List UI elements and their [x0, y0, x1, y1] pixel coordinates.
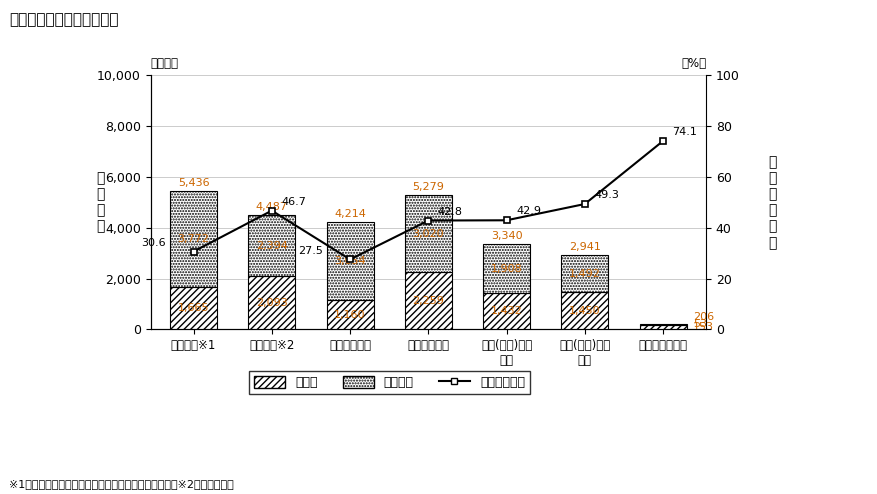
Text: 27.5: 27.5 — [298, 246, 323, 255]
Text: ※1土地を購入した新築世帯（土地購入資金も含む）　※2建て替え世帯: ※1土地を購入した新築世帯（土地購入資金も含む） ※2建て替え世帯 — [9, 479, 233, 489]
Text: 2,259: 2,259 — [412, 295, 445, 306]
Bar — [248, 276, 296, 329]
Y-axis label: 自
己
資
金
比
率: 自 己 資 金 比 率 — [768, 155, 777, 250]
Text: 2,941: 2,941 — [569, 242, 601, 251]
Text: 30.6: 30.6 — [141, 238, 166, 247]
Bar — [170, 287, 217, 329]
Bar — [561, 254, 609, 292]
Bar — [639, 324, 687, 326]
Y-axis label: 購
入
資
金: 購 入 資 金 — [96, 171, 104, 234]
Text: 3,054: 3,054 — [334, 256, 366, 266]
Text: 74.1: 74.1 — [673, 127, 697, 137]
Bar — [326, 222, 374, 300]
Text: 3,340: 3,340 — [491, 231, 523, 242]
Legend: 借入金, 自己資金, 自己資金比率: 借入金, 自己資金, 自己資金比率 — [249, 370, 530, 394]
Text: 153: 153 — [693, 323, 714, 332]
Text: 53: 53 — [693, 319, 707, 329]
Text: 1,908: 1,908 — [490, 264, 523, 274]
Text: 3,020: 3,020 — [412, 229, 444, 239]
Bar — [483, 245, 530, 293]
Text: （%）: （%） — [681, 57, 706, 70]
Text: 1,160: 1,160 — [334, 310, 366, 320]
Text: 1,492: 1,492 — [569, 269, 601, 279]
Bar — [170, 191, 217, 287]
Text: 42.8: 42.8 — [438, 206, 463, 217]
Text: （万円）: （万円） — [151, 57, 179, 70]
Text: 1,450: 1,450 — [569, 306, 601, 316]
Bar — [248, 215, 296, 276]
Text: 2,394: 2,394 — [256, 241, 288, 251]
Text: 1,665: 1,665 — [178, 303, 210, 313]
Text: 46.7: 46.7 — [282, 197, 306, 207]
Bar — [405, 272, 452, 329]
Text: 2,093: 2,093 — [256, 298, 288, 308]
Text: 5,436: 5,436 — [178, 178, 210, 188]
Text: 4,214: 4,214 — [334, 209, 366, 219]
Text: 3,772: 3,772 — [178, 234, 210, 244]
Text: 42.9: 42.9 — [516, 206, 541, 216]
Bar — [326, 300, 374, 329]
Text: 206: 206 — [693, 312, 714, 322]
Text: 4,487: 4,487 — [256, 202, 288, 212]
Text: 49.3: 49.3 — [595, 190, 619, 200]
Bar — [639, 326, 687, 329]
Text: 1,432: 1,432 — [490, 306, 523, 316]
Bar — [405, 195, 452, 272]
Text: 購入資金、リフォーム資金: 購入資金、リフォーム資金 — [9, 12, 118, 27]
Text: 5,279: 5,279 — [412, 182, 445, 192]
Bar — [483, 293, 530, 329]
Bar — [561, 292, 609, 329]
